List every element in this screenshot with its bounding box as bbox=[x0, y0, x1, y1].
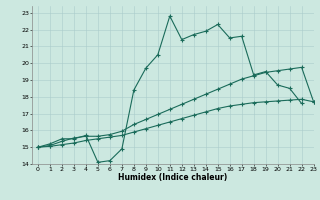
X-axis label: Humidex (Indice chaleur): Humidex (Indice chaleur) bbox=[118, 173, 228, 182]
